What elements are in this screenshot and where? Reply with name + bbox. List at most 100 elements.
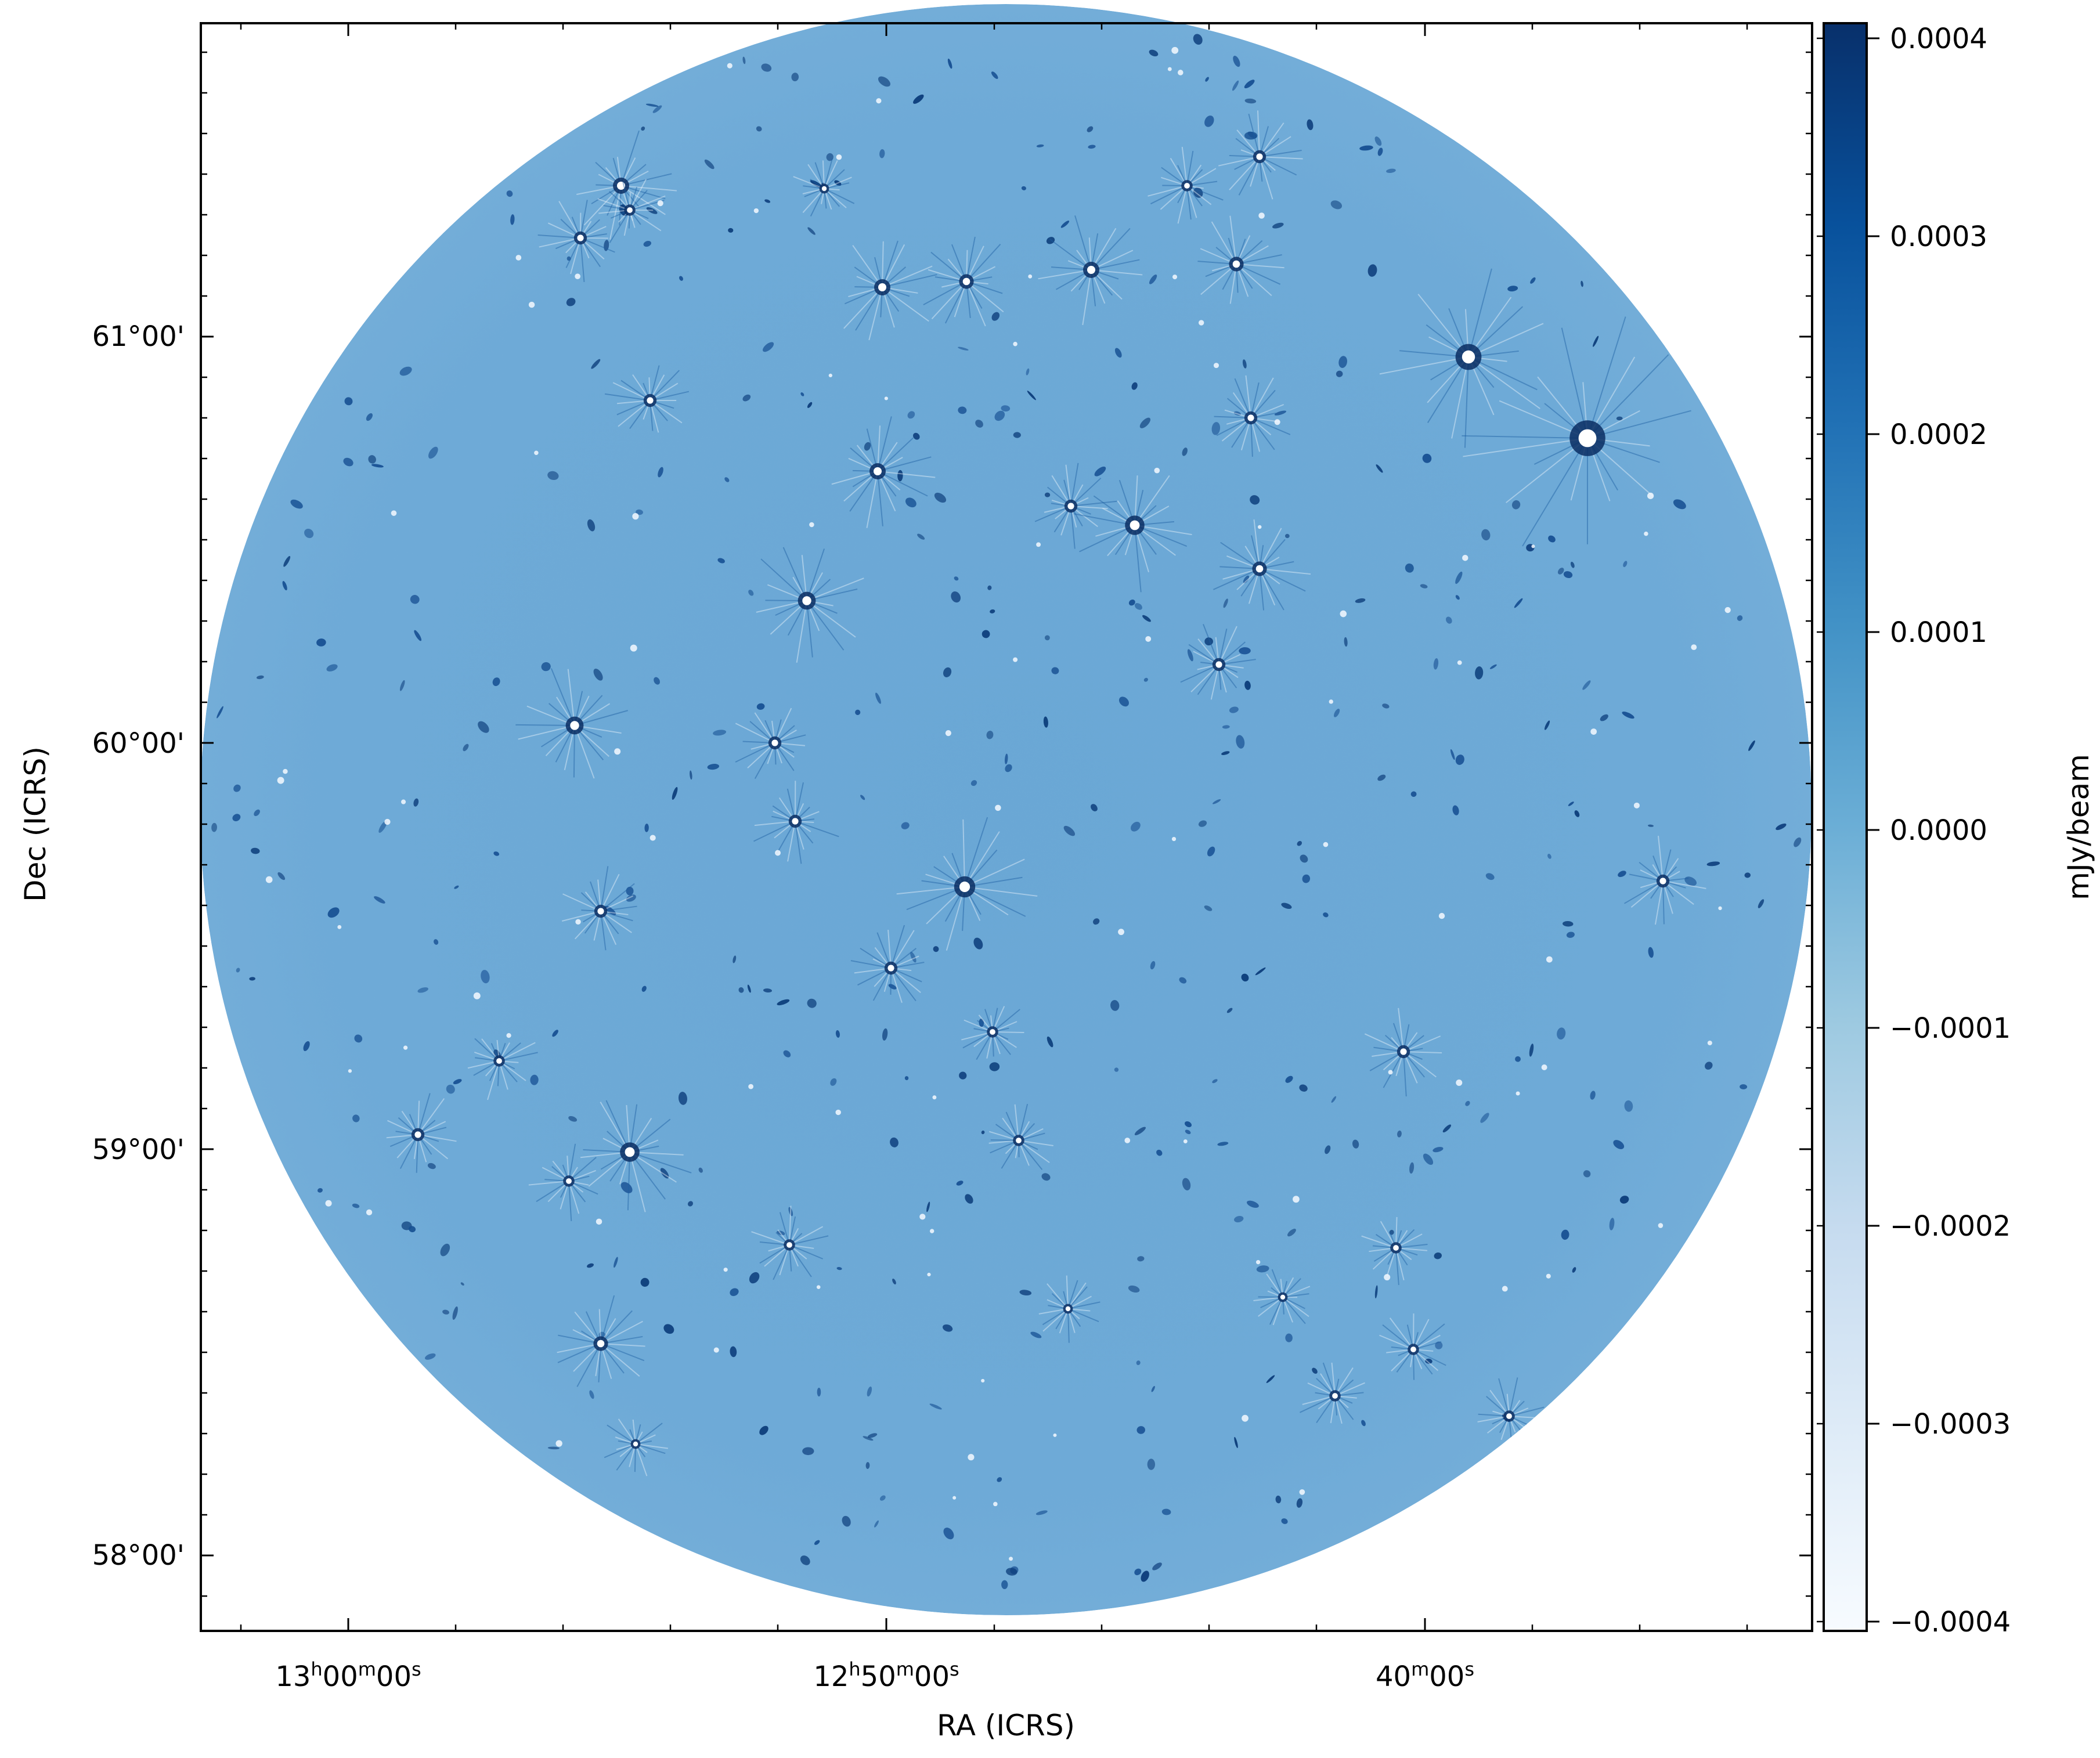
sidelobe-ray bbox=[600, 1310, 633, 1344]
faint-source bbox=[1583, 1170, 1591, 1178]
sidelobe-ray bbox=[1236, 254, 1282, 265]
faint-source bbox=[1287, 1229, 1296, 1237]
faint-source bbox=[875, 692, 881, 704]
sidelobe-ray bbox=[1587, 316, 1626, 439]
sidelobe-ray bbox=[1403, 1035, 1441, 1052]
faint-source bbox=[1212, 799, 1221, 804]
faint-source bbox=[1609, 1218, 1615, 1230]
small-source bbox=[713, 1347, 719, 1353]
small-source bbox=[1384, 1274, 1391, 1281]
faint-source bbox=[547, 471, 559, 481]
colorbar-tick-labels: 0.0004 0.0003 0.0002 0.0001 0.0000 −0.0001 −0.… bbox=[1890, 23, 2011, 1638]
faint-source bbox=[1044, 492, 1051, 497]
bright-point-source bbox=[793, 158, 855, 216]
faint-source bbox=[304, 528, 314, 539]
source-peak bbox=[802, 596, 811, 605]
faint-source bbox=[478, 721, 489, 733]
faint-source bbox=[910, 951, 917, 963]
faint-source bbox=[954, 576, 959, 581]
sidelobe-ray bbox=[576, 1343, 601, 1387]
faint-source bbox=[1423, 1153, 1434, 1165]
sidelobe-ray bbox=[1180, 664, 1219, 683]
sidelobe-ray bbox=[1236, 263, 1284, 269]
faint-source bbox=[1118, 696, 1129, 707]
sidelobe-ray bbox=[1658, 836, 1664, 882]
bright-point-source bbox=[735, 707, 806, 779]
faint-source bbox=[282, 581, 287, 591]
sidelobe-ray bbox=[930, 251, 967, 282]
colorbar bbox=[1823, 22, 1868, 1632]
sidelobe-ray bbox=[1253, 519, 1260, 569]
sidelobe-ray bbox=[1269, 1297, 1283, 1325]
small-source bbox=[1438, 912, 1445, 919]
source-peak bbox=[1184, 183, 1190, 189]
bright-point-source bbox=[1038, 215, 1143, 326]
small-source bbox=[929, 1229, 934, 1233]
small-source bbox=[828, 373, 832, 378]
faint-source bbox=[747, 984, 751, 993]
source-peak bbox=[1332, 1393, 1338, 1399]
sidelobe-ray bbox=[1203, 623, 1219, 665]
small-source bbox=[1647, 492, 1654, 499]
bright-point-source bbox=[923, 236, 1004, 327]
ra-tick-label: 12h50m00s bbox=[813, 1658, 959, 1693]
sidelobe-ray bbox=[1091, 269, 1143, 276]
faint-source bbox=[1613, 1140, 1625, 1149]
faint-source bbox=[1136, 1360, 1141, 1365]
faint-source bbox=[1307, 119, 1314, 131]
faint-source bbox=[493, 851, 500, 856]
faint-source bbox=[410, 595, 420, 604]
sidelobe-ray bbox=[964, 858, 1025, 887]
small-source bbox=[1329, 699, 1333, 704]
faint-source bbox=[1374, 136, 1382, 146]
sky-noise-texture bbox=[200, 4, 1812, 1615]
sidelobe-ray bbox=[1654, 880, 1664, 925]
faint-source bbox=[1574, 810, 1580, 817]
sidelobe-ray bbox=[1186, 185, 1224, 201]
sidelobe-ray bbox=[852, 245, 883, 288]
faint-source bbox=[640, 1277, 650, 1287]
bright-point-source bbox=[1038, 1275, 1100, 1343]
faint-source bbox=[989, 1062, 1000, 1071]
faint-source bbox=[399, 366, 412, 376]
faint-source bbox=[641, 986, 647, 992]
faint-source bbox=[913, 94, 924, 104]
small-source bbox=[809, 522, 814, 528]
faint-source bbox=[1035, 1510, 1048, 1515]
faint-source bbox=[1410, 791, 1417, 797]
faint-source bbox=[1232, 80, 1239, 91]
faint-source bbox=[1352, 1139, 1359, 1149]
faint-source bbox=[759, 1425, 768, 1435]
sidelobe-ray bbox=[629, 195, 666, 211]
faint-source bbox=[1511, 500, 1521, 510]
faint-source bbox=[453, 1079, 462, 1085]
faint-source bbox=[1420, 584, 1428, 589]
faint-source bbox=[1060, 221, 1070, 228]
faint-source bbox=[1740, 1084, 1748, 1089]
faint-source bbox=[981, 1130, 985, 1135]
faint-source bbox=[973, 937, 983, 950]
sidelobe-ray bbox=[1218, 626, 1237, 665]
faint-source bbox=[800, 1555, 810, 1565]
small-source bbox=[1707, 1040, 1712, 1046]
faint-source bbox=[1234, 1215, 1244, 1223]
small-source bbox=[919, 1214, 926, 1220]
small-source bbox=[968, 1454, 975, 1461]
source-peak bbox=[570, 721, 579, 730]
sidelobe-ray bbox=[1248, 113, 1260, 157]
faint-source bbox=[1156, 1149, 1163, 1156]
sidelobe-ray bbox=[536, 1181, 569, 1203]
small-source bbox=[1546, 956, 1553, 963]
faint-source bbox=[1297, 840, 1302, 846]
small-source bbox=[1516, 1091, 1520, 1096]
sidelobe-ray bbox=[966, 244, 1001, 282]
sidelobe-ray bbox=[629, 1151, 666, 1200]
faint-source bbox=[1110, 1000, 1120, 1011]
faint-source bbox=[863, 1436, 874, 1441]
faint-source bbox=[626, 886, 634, 896]
bright-point-source bbox=[896, 817, 1038, 951]
sidelobe-ray bbox=[877, 471, 928, 497]
sidelobe-ray bbox=[1389, 1317, 1414, 1350]
faint-source bbox=[434, 939, 439, 945]
